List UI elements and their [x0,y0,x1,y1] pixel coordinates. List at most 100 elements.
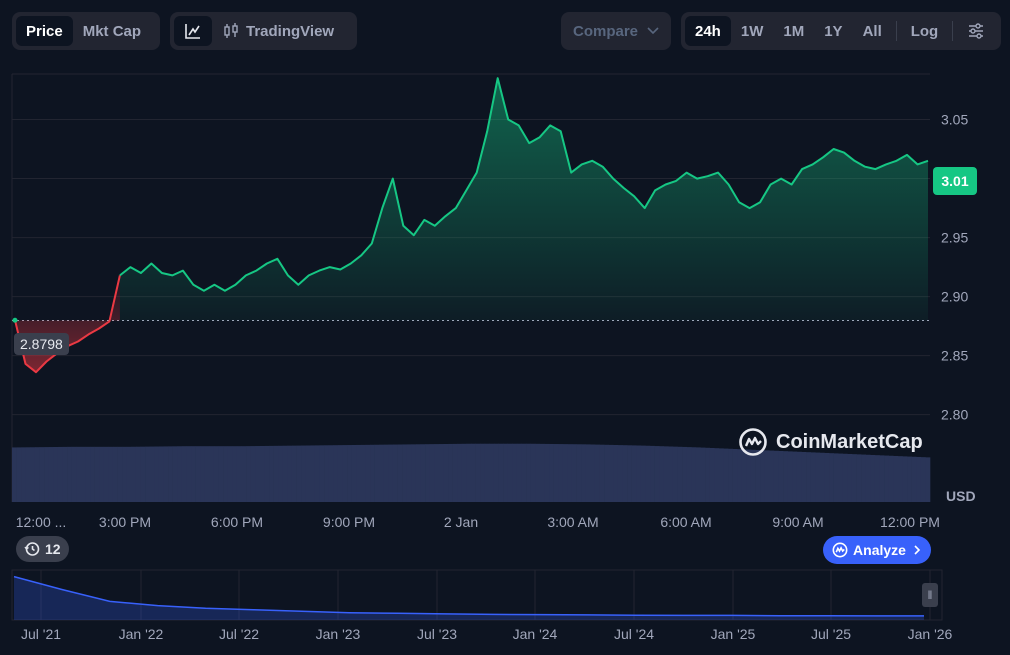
navigator-drag-handle[interactable]: ‖ [922,583,938,607]
volume-bar [503,443,509,502]
analyze-button[interactable]: Analyze [823,536,931,564]
compare-dropdown[interactable]: Compare [561,12,671,50]
volume-bar [567,444,573,502]
volume-bar [507,443,513,502]
volume-bar [149,446,155,502]
x-tick-label: 3:00 PM [99,514,151,530]
volume-bar [516,443,522,502]
volume-bar [374,444,380,502]
volume-bar [755,449,761,502]
volume-bar [622,445,628,502]
volume-bar [851,454,857,502]
volume-bar [351,444,357,502]
watermark-text: CoinMarketCap [776,430,923,453]
volume-bar [650,445,655,502]
navigator-tick-label: Jul '25 [811,626,851,642]
volume-bar [177,446,183,502]
coinmarketcap-logo-icon [739,428,767,456]
volume-bar [246,446,251,502]
volume-bar [191,446,196,502]
range-1y[interactable]: 1Y [824,22,843,40]
price-tab[interactable]: Price [16,16,73,46]
history-badge[interactable]: 12 [16,536,69,562]
coinmarketcap-logo-icon [832,542,848,558]
volume-bar [783,451,789,502]
volume-bar [581,444,587,502]
chevron-down-icon [647,27,659,35]
range-1w[interactable]: 1W [740,22,764,40]
volume-bar [640,445,646,502]
volume-bar [659,446,665,502]
coinmarketcap-watermark: CoinMarketCap [738,427,923,457]
log-scale-button[interactable]: Log [910,22,939,40]
volume-bar [608,444,614,502]
volume-bar [723,448,729,502]
volume-bar [319,445,325,502]
volume-bar [314,445,320,502]
volume-bar [103,446,109,502]
volume-bar [773,450,779,502]
volume-bar [131,446,137,502]
volume-bar [370,444,375,502]
volume-bar [806,452,811,502]
tradingview-button[interactable]: TradingView [212,16,344,46]
volume-bar [613,445,619,502]
range-24h[interactable]: 24h [685,16,731,46]
volume-bar [186,446,192,502]
volume-bar [902,456,908,502]
volume-bar [549,443,554,502]
volume-bar [810,452,816,502]
volume-bar [764,450,770,502]
tradingview-label: TradingView [246,22,335,40]
volume-bar [819,452,825,502]
y-tick-label: 2.80 [941,407,968,423]
volume-bar [654,446,660,502]
volume-bar [617,445,623,502]
compare-select[interactable]: Compare [565,16,667,46]
volume-bar [140,446,146,502]
y-tick-label: 2.85 [941,348,968,364]
volume-bar [379,444,385,502]
volume-bar [796,451,802,502]
analyze-label: Analyze [853,542,906,558]
range-1m[interactable]: 1M [783,22,805,40]
volume-bar [750,449,756,502]
volume-bar [337,445,343,502]
volume-bar [746,449,752,502]
volume-bar [553,444,559,502]
volume-bar [870,454,876,502]
volume-bar [544,443,550,502]
volume-bar [893,455,899,502]
volume-bar [429,444,435,502]
volume-bar [728,448,733,502]
volume-bar [920,457,926,502]
volume-bar [916,456,922,502]
volume-bar [67,446,72,502]
x-tick-label: 9:00 PM [323,514,375,530]
settings-button[interactable] [957,16,995,46]
volume-bar [296,445,302,502]
volume-bar [94,446,100,502]
x-tick-label: 9:00 AM [772,514,823,530]
volume-bar [700,447,706,502]
volume-bar [154,446,160,502]
volume-bar [241,446,247,502]
range-all[interactable]: All [862,22,882,40]
volume-bar [484,443,490,502]
volume-bar [273,445,279,502]
volume-bar [227,446,233,502]
volume-bar [489,443,495,502]
line-chart-button[interactable] [174,16,212,46]
volume-bar [865,454,871,502]
volume-bar [112,446,118,502]
price-area [15,78,928,373]
mktcap-tab[interactable]: Mkt Cap [82,22,142,40]
volume-bar [897,456,903,502]
x-tick-label: 2 Jan [444,514,478,530]
y-tick-label: 3.05 [941,112,968,128]
volume-bar [461,443,467,502]
volume-bar [218,446,224,502]
volume-bar [255,446,261,502]
volume-bar [585,444,591,502]
